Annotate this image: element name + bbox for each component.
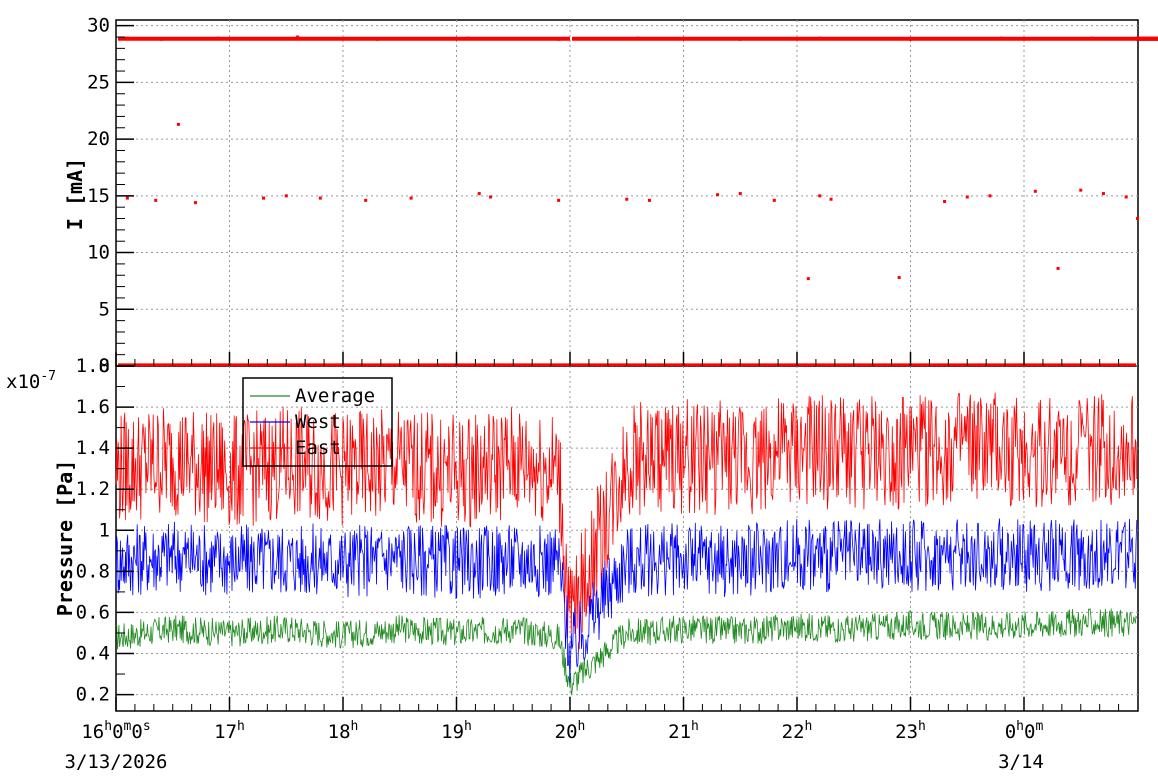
current-point — [647, 198, 651, 202]
current-y-tick-label: 5 — [99, 298, 110, 320]
current-point — [284, 194, 288, 198]
current-point — [965, 195, 969, 199]
current-point — [409, 196, 413, 200]
current-point — [716, 193, 720, 197]
current-point — [296, 35, 300, 39]
current-point — [1056, 266, 1060, 270]
current-y-tick-label: 0 — [99, 355, 110, 377]
legend-box — [242, 377, 393, 467]
legend-label-west: West — [295, 411, 341, 433]
x-tick-label: 20h — [555, 719, 586, 743]
pressure-y-tick-label: 0.8 — [76, 560, 110, 582]
current-y-tick-label: 25 — [87, 71, 110, 93]
current-point — [1124, 195, 1128, 199]
pressure-y-tick-label: 0.6 — [76, 601, 110, 623]
current-point — [318, 196, 322, 200]
current-point — [988, 194, 992, 198]
pressure-y-tick-label: 0.4 — [76, 643, 110, 665]
current-point — [125, 36, 129, 40]
current-point — [999, 36, 1003, 40]
pressure-legend: Average West East — [242, 377, 393, 467]
current-point — [159, 37, 163, 41]
current-point — [216, 36, 220, 40]
pressure-scale-label: x10-7 — [6, 369, 56, 393]
current-point — [1090, 36, 1094, 40]
current-point — [625, 197, 629, 201]
pressure-series-west — [115, 518, 1138, 683]
current-point — [176, 122, 180, 126]
current-point — [738, 192, 742, 196]
current-point — [806, 277, 810, 281]
x-tick-label: 21h — [668, 719, 699, 743]
current-point — [943, 200, 947, 204]
pressure-y-tick-label: 0.2 — [76, 684, 110, 706]
current-point — [829, 197, 833, 201]
pressure-series-east — [115, 392, 1138, 650]
pressure-y-tick-label: 1.2 — [76, 478, 110, 500]
pressure-y-tick-label: 1 — [99, 519, 110, 541]
x-tick-label: 23h — [895, 719, 926, 743]
current-point — [909, 37, 912, 41]
current-plot-frame — [115, 19, 1139, 367]
x-tick-label: 17h — [214, 719, 245, 743]
current-point — [375, 37, 379, 41]
x-tick-label: 16h0m0s — [81, 719, 150, 743]
current-point — [818, 194, 822, 198]
current-point — [262, 196, 266, 200]
current-point — [364, 198, 368, 202]
current-y-tick-label: 15 — [87, 185, 110, 207]
current-point — [154, 198, 158, 202]
current-point — [1079, 188, 1083, 192]
date-next-label: 3/14 — [998, 751, 1044, 773]
current-point — [818, 36, 822, 40]
current-point — [125, 196, 129, 200]
current-point — [489, 195, 493, 199]
current-point — [557, 198, 561, 202]
current-point — [1136, 217, 1139, 221]
current-y-tick-label: 10 — [87, 242, 110, 264]
pressure-series-average — [115, 607, 1138, 696]
current-point — [897, 276, 901, 280]
x-tick-label: 22h — [782, 719, 813, 743]
x-tick-label: 18h — [328, 719, 359, 743]
legend-label-average: Average — [295, 385, 375, 407]
date-start-label: 3/13/2026 — [65, 751, 168, 773]
current-y-tick-label: 30 — [87, 15, 110, 37]
legend-label-east: East — [295, 437, 341, 459]
x-tick-label: 19h — [441, 719, 472, 743]
current-point — [1101, 192, 1105, 196]
current-axis-title: I [mA] — [63, 158, 87, 230]
current-point — [466, 36, 470, 40]
current-point — [772, 198, 776, 202]
current-point — [738, 37, 742, 41]
current-point — [636, 36, 640, 40]
pressure-y-tick-label: 1.6 — [76, 396, 110, 418]
pressure-y-tick-label: 1.4 — [76, 437, 110, 459]
current-point — [477, 192, 481, 196]
current-point — [193, 201, 197, 205]
x-tick-label: 0h0m — [1005, 719, 1044, 743]
current-y-tick-label: 20 — [87, 128, 110, 150]
current-point — [1033, 189, 1037, 193]
pressure-y-tick-label: 1.8 — [76, 355, 110, 377]
current-point — [557, 37, 561, 41]
pressure-axis-title: Pressure [Pa] — [53, 460, 77, 617]
